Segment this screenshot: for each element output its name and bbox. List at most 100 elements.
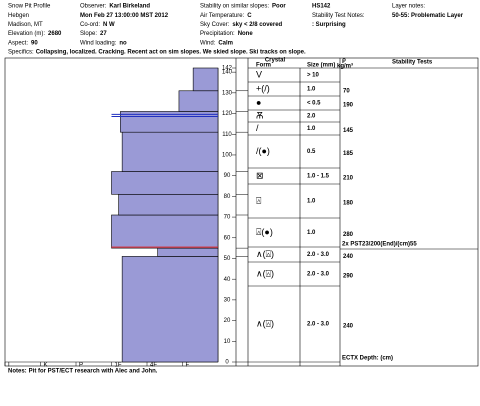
specifics-value: Collapsing, localized. Cracking. Recent … <box>36 50 306 56</box>
crystal-size: 1.0 <box>307 126 316 132</box>
header-value: Karl Birkeland <box>109 4 150 10</box>
header-label: Slope: <box>80 31 97 37</box>
stability-test: ECTX Depth: (cm) <box>342 356 393 362</box>
crystal-form: +(/) <box>256 83 270 93</box>
header-label: Elevation (m): <box>8 31 45 37</box>
crystal-size: < 0.5 <box>307 101 321 107</box>
column-header: kg/m³ <box>337 63 353 70</box>
header-value: Calm <box>218 40 233 46</box>
header-value: 90 <box>31 40 38 46</box>
specifics-label: Specifics: <box>8 50 34 56</box>
x-tick-label: F <box>186 363 190 369</box>
crystal-form: /(●) <box>256 146 270 156</box>
y-tick-label: 140 <box>222 70 233 76</box>
crystal-size: 2.0 - 3.0 <box>307 272 330 278</box>
density: 180 <box>343 201 354 207</box>
crystal-form: Ѫ <box>256 110 263 120</box>
y-tick-label: 110 <box>222 132 232 138</box>
density: 210 <box>343 176 354 182</box>
y-tick-label: 142 <box>222 66 233 72</box>
y-tick-label: 0 <box>225 360 229 366</box>
header-value: None <box>238 31 254 37</box>
header-value: 2680 <box>48 31 62 37</box>
header-label: Observer: <box>80 4 107 10</box>
crystal-form: / <box>256 123 259 133</box>
column-header: Stability Tests <box>392 60 433 66</box>
crystal-size: 2.0 - 3.0 <box>307 252 330 258</box>
header-text: Snow Pit Profile <box>8 4 51 10</box>
density: 240 <box>343 254 354 260</box>
hardness-layer <box>111 214 219 249</box>
y-tick-label: 80 <box>224 194 231 200</box>
y-tick-label: 60 <box>224 235 231 241</box>
frame <box>4 57 479 367</box>
crystal-form: ⍓(●) <box>256 227 273 237</box>
header-label: Precipitation: <box>200 31 235 37</box>
header-label: Wind: <box>200 40 216 46</box>
header-text: Hebgen <box>8 13 29 19</box>
crystal-form: ⍓ <box>256 195 262 205</box>
density: 190 <box>343 103 354 109</box>
header-value: Poor <box>272 4 286 10</box>
header-value: 27 <box>100 31 107 37</box>
x-tick-label: P <box>79 363 83 369</box>
crystal-form: ∧(⍓) <box>256 249 274 259</box>
header-label: Co-ord: <box>80 22 100 28</box>
y-tick-label: 10 <box>224 339 231 345</box>
crystal-size: 2.0 <box>307 114 316 120</box>
notes-label: Notes: <box>8 369 27 375</box>
crystal-form: ● <box>256 97 261 107</box>
y-tick-label: 100 <box>222 153 233 159</box>
crystal-size: 1.0 - 1.5 <box>307 174 330 180</box>
header-value: N W <box>103 22 115 28</box>
y-tick-label: 30 <box>224 297 231 303</box>
crystal-form: ⊠ <box>256 170 264 180</box>
header-label: Wind loading: <box>80 40 117 46</box>
crystal-form: ∧(⍓) <box>256 268 274 278</box>
crystal-size: 1.0 <box>307 87 316 93</box>
header-value: : Surprising <box>312 22 346 28</box>
crystal-size: > 10 <box>307 73 320 79</box>
crystal-form: V <box>256 69 262 79</box>
stability-test: 2x PST23/200(End)/(cm)55 <box>342 242 417 248</box>
header-label: Stability on similar slopes: <box>200 4 269 10</box>
hardness-layer <box>121 131 219 172</box>
hardness-layer <box>157 247 219 257</box>
y-tick-label: 130 <box>222 90 233 96</box>
crystal-size: 0.5 <box>307 149 316 155</box>
header-value: sky < 2/8 covered <box>232 22 282 28</box>
x-tick-label: 1F <box>115 363 122 369</box>
header-value: Mon Feb 27 13:00:00 MST 2012 <box>80 13 169 19</box>
density: 145 <box>343 128 354 134</box>
crystal-size: 2.0 - 3.0 <box>307 322 330 328</box>
crystal-form: ∧(⍓) <box>256 318 274 328</box>
density: 290 <box>343 274 354 280</box>
y-tick-label: 70 <box>224 215 231 221</box>
x-tick-label: 4F <box>150 363 157 369</box>
header-label: Layer notes: <box>392 4 425 10</box>
column-header: Size (mm) <box>307 63 335 69</box>
density: 70 <box>343 89 350 95</box>
notes-value: Pit for PST/ECT research with Alec and J… <box>29 369 158 375</box>
header-label: Air Temperature: <box>200 13 245 19</box>
y-tick-label: 90 <box>224 173 231 179</box>
y-tick-label: 50 <box>224 256 231 262</box>
hardness-layer <box>121 256 219 363</box>
column-header: Crystal <box>265 58 286 64</box>
header-value: no <box>119 40 127 46</box>
density: 240 <box>343 324 354 330</box>
header-value: 50-55: Problematic Layer <box>392 13 464 19</box>
header-text: Madison, MT <box>8 22 43 28</box>
density: 185 <box>343 151 354 157</box>
hardness-layer <box>118 193 219 216</box>
hardness-layer <box>192 67 219 92</box>
header-label: Stability Test Notes: <box>312 13 365 19</box>
hardness-layer <box>111 171 219 195</box>
column-header: Form <box>256 63 271 69</box>
x-tick-label: K <box>44 363 48 369</box>
y-tick-label: 120 <box>222 111 233 117</box>
header-label: Sky Cover: <box>200 22 230 28</box>
crystal-size: 1.0 <box>307 199 316 205</box>
